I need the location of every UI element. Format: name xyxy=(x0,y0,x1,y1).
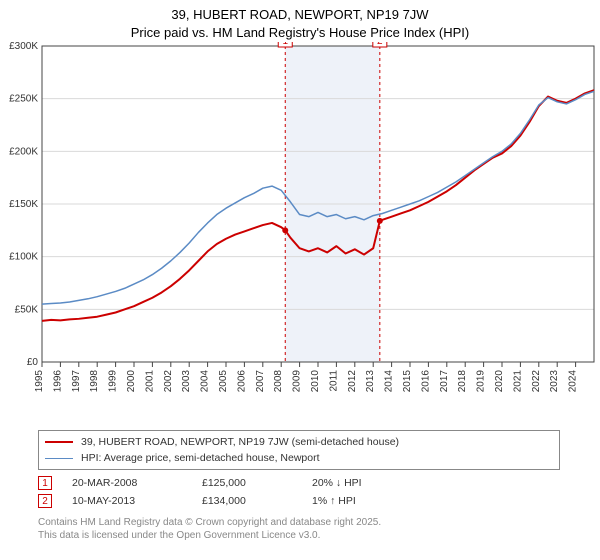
svg-text:£200K: £200K xyxy=(9,146,38,157)
svg-text:2022: 2022 xyxy=(531,370,542,393)
svg-text:£0: £0 xyxy=(27,357,39,368)
chart-title-block: 39, HUBERT ROAD, NEWPORT, NP19 7JW Price… xyxy=(0,0,600,41)
svg-text:2008: 2008 xyxy=(273,370,284,393)
legend-label: 39, HUBERT ROAD, NEWPORT, NP19 7JW (semi… xyxy=(81,436,399,448)
svg-text:£100K: £100K xyxy=(9,252,38,263)
svg-text:2010: 2010 xyxy=(310,370,321,393)
svg-text:2000: 2000 xyxy=(126,370,137,393)
footnote-line-2: This data is licensed under the Open Gov… xyxy=(38,529,381,542)
svg-text:2004: 2004 xyxy=(200,370,211,393)
svg-text:2014: 2014 xyxy=(384,370,395,393)
legend-item-price-paid: 39, HUBERT ROAD, NEWPORT, NP19 7JW (semi… xyxy=(45,434,553,450)
svg-text:2: 2 xyxy=(377,42,383,47)
legend-label: HPI: Average price, semi-detached house,… xyxy=(81,452,320,464)
footnote-line-1: Contains HM Land Registry data © Crown c… xyxy=(38,516,381,529)
svg-text:£150K: £150K xyxy=(9,199,38,210)
transaction-date: 10-MAY-2013 xyxy=(72,495,202,507)
footnote: Contains HM Land Registry data © Crown c… xyxy=(38,516,381,542)
transactions-table: 1 20-MAR-2008 £125,000 20% ↓ HPI 2 10-MA… xyxy=(38,474,560,510)
svg-text:£300K: £300K xyxy=(9,42,38,52)
svg-text:£250K: £250K xyxy=(9,94,38,105)
svg-text:2002: 2002 xyxy=(163,370,174,393)
svg-text:2019: 2019 xyxy=(476,370,487,393)
svg-text:2007: 2007 xyxy=(255,370,266,393)
legend-swatch-hpi xyxy=(45,458,73,459)
svg-text:2018: 2018 xyxy=(457,370,468,393)
chart-svg: £0 £50K £100K £150K £200K £250K £300K 1995 1996 1… xyxy=(0,42,600,422)
legend: 39, HUBERT ROAD, NEWPORT, NP19 7JW (semi… xyxy=(38,430,560,470)
svg-text:£50K: £50K xyxy=(15,304,39,315)
svg-text:2023: 2023 xyxy=(549,370,560,393)
svg-text:2005: 2005 xyxy=(218,370,229,393)
svg-text:2013: 2013 xyxy=(365,370,376,393)
svg-text:2021: 2021 xyxy=(512,370,523,393)
svg-text:2015: 2015 xyxy=(402,370,413,393)
svg-text:1998: 1998 xyxy=(89,370,100,393)
svg-text:1995: 1995 xyxy=(34,370,45,393)
svg-text:2016: 2016 xyxy=(420,370,431,393)
svg-text:2001: 2001 xyxy=(144,370,155,393)
title-line-2: Price paid vs. HM Land Registry's House … xyxy=(0,24,600,42)
transaction-row: 1 20-MAR-2008 £125,000 20% ↓ HPI xyxy=(38,474,560,492)
transaction-delta: 1% ↑ HPI xyxy=(312,495,422,507)
svg-text:1996: 1996 xyxy=(52,370,63,393)
svg-text:1: 1 xyxy=(282,42,288,47)
svg-text:2017: 2017 xyxy=(439,370,450,393)
svg-text:2006: 2006 xyxy=(236,370,247,393)
legend-item-hpi: HPI: Average price, semi-detached house,… xyxy=(45,450,553,466)
legend-swatch-price-paid xyxy=(45,441,73,443)
svg-text:2011: 2011 xyxy=(328,370,339,392)
svg-text:2003: 2003 xyxy=(181,370,192,393)
transaction-row: 2 10-MAY-2013 £134,000 1% ↑ HPI xyxy=(38,492,560,510)
transaction-price: £134,000 xyxy=(202,495,312,507)
transaction-date: 20-MAR-2008 xyxy=(72,477,202,489)
svg-text:2020: 2020 xyxy=(494,370,505,393)
svg-text:1997: 1997 xyxy=(71,370,82,393)
title-line-1: 39, HUBERT ROAD, NEWPORT, NP19 7JW xyxy=(0,6,600,24)
transaction-price: £125,000 xyxy=(202,477,312,489)
transaction-marker-2: 2 xyxy=(38,494,52,508)
transaction-marker-1: 1 xyxy=(38,476,52,490)
svg-text:2009: 2009 xyxy=(292,370,303,393)
line-chart: £0 £50K £100K £150K £200K £250K £300K 1995 1996 1… xyxy=(0,42,600,422)
svg-text:1999: 1999 xyxy=(108,370,119,393)
svg-text:2012: 2012 xyxy=(347,370,358,393)
svg-text:2024: 2024 xyxy=(568,370,579,393)
transaction-delta: 20% ↓ HPI xyxy=(312,477,422,489)
